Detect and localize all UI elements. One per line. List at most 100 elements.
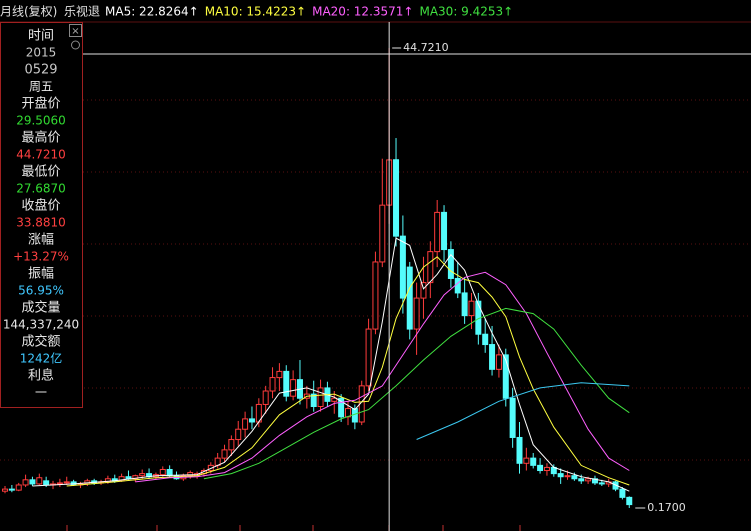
info-line: 33.8810 [16,216,66,230]
candle-body [454,277,461,294]
info-line: 涨幅 [28,233,54,248]
candle-body [29,479,36,485]
candle-body [310,393,317,408]
info-line: 最低价 [21,165,60,180]
low-label: 0.1700 [647,501,686,514]
candle-body [495,354,502,370]
candle-body [543,466,550,472]
ma-line [135,271,630,483]
candle-body [420,282,427,299]
candle-body [358,385,365,423]
info-line: 收盘价 [21,198,60,214]
candle-body [557,473,564,478]
candle-body [626,496,633,506]
candle-body [56,482,63,485]
grid [0,99,751,461]
legend-entry: MA20: 12.3571↑ [312,5,413,19]
candle-body [228,439,235,451]
candle-body [15,484,22,491]
info-line: 周五 [29,80,53,94]
candle-body [427,251,434,284]
info-line: 利息 [28,368,54,384]
ma-line [203,307,630,480]
candle-body [482,333,489,346]
period: 月线(复权) [0,5,57,19]
candle-body [399,235,406,299]
candle-body [8,488,15,491]
candle-body [290,379,297,397]
info-line: +13.27% [13,250,69,264]
info-line: 29.5060 [16,114,66,128]
info-line: 振幅 [28,267,54,282]
high-label: 44.7210 [403,41,449,54]
info-line: 44.7210 [16,148,66,162]
candle-body [379,204,386,263]
candle-body [317,387,324,408]
candle-body [36,477,43,485]
ma-line [416,382,630,440]
candle-body [406,266,413,330]
stock-name: 乐视退 [64,4,100,19]
info-line: 时间 [28,29,54,44]
candle-body [159,468,166,476]
candle-body [248,418,255,423]
candle-body [132,475,139,480]
candle-body [523,457,530,464]
info-line: 27.6870 [16,182,66,196]
legend-entry: MA5: 22.8264↑ [105,5,199,19]
settings-icon[interactable] [71,40,80,50]
info-line: 56.95% [18,284,64,298]
candle-body [619,488,626,498]
candle-body [591,478,598,484]
candle-body [578,478,585,482]
header: 月线(复权) 乐视退 MA5: 22.8264↑ MA10: 15.4223↑ MA… [0,4,513,19]
candle-body [235,428,242,441]
candle-body [413,297,420,330]
candle-body [338,397,345,418]
candle-body [139,473,146,477]
candle-body [598,482,605,485]
info-line: 0529 [24,63,57,78]
candle-body [63,481,70,484]
candle-body [166,468,173,477]
candle-body [331,397,338,402]
candle-body [585,478,592,482]
candle-body [468,300,475,317]
candle-body [221,449,228,459]
candle-body [441,211,448,251]
candle-body [242,418,249,430]
close-button[interactable] [69,24,82,37]
candle-body [276,370,283,379]
info-line: 开盘价 [21,96,60,112]
candle-body [502,354,509,399]
close-icon[interactable]: × [71,26,79,37]
candle-body [43,480,50,486]
candle-body [283,370,290,397]
info-line: 成交额 [21,334,60,350]
candle-body [537,464,544,472]
candle-body [434,211,441,253]
candle-body [447,249,454,279]
candle-body [365,328,372,387]
plot: 44.7210 0.1700 [2,22,751,531]
candle-body [530,457,537,466]
candle-body [461,292,468,317]
candle-body [104,478,111,483]
candle-body [2,488,8,492]
candle-body [516,436,523,464]
panel-frame [0,22,83,408]
candle-body [509,397,516,438]
legend-entry: MA10: 15.4223↑ [205,5,306,19]
candle-body [393,159,400,237]
info-line: 成交量 [21,300,60,316]
candle-body [489,344,496,370]
candle-body [262,390,269,405]
candle-body [22,479,29,486]
candle-body [564,475,571,478]
info-line: 2015 [26,46,57,60]
ma-line [66,256,630,487]
